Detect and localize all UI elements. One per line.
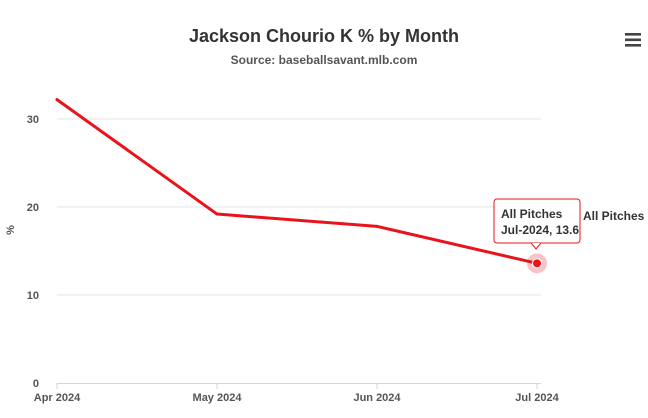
tooltip-value: Jul-2024, 13.6	[501, 223, 579, 237]
y-tick-label: 20	[27, 202, 39, 214]
menu-bar-middle	[625, 38, 641, 42]
data-point[interactable]	[215, 212, 219, 216]
data-point[interactable]	[375, 224, 379, 228]
series-line	[55, 98, 539, 265]
menu-bar-bottom	[625, 44, 641, 47]
chart-menu-button[interactable]	[620, 28, 646, 52]
axes: 0 10 20 30 Apr 2024 May 2024 Jun 2024 Jul 2024	[27, 114, 560, 404]
y-axis-label: %	[5, 225, 17, 235]
tooltip-pointer	[530, 242, 542, 250]
legend-item-label[interactable]: All Pitches	[583, 209, 645, 223]
tooltip: All Pitches Jul-2024, 13.6	[493, 198, 581, 250]
x-tick-label: May 2024	[193, 392, 243, 404]
tooltip-series-name: All Pitches	[501, 207, 563, 221]
menu-bar-top	[625, 33, 641, 36]
x-tick-label: Jun 2024	[353, 392, 401, 404]
y-tick-label: 0	[33, 378, 39, 390]
x-tick-label: Apr 2024	[34, 392, 81, 404]
hovered-data-point[interactable]	[532, 258, 542, 269]
chart-title: Jackson Chourio K % by Month	[189, 26, 459, 46]
y-tick-label: 10	[27, 290, 39, 302]
y-tick-label: 30	[27, 114, 39, 126]
data-point[interactable]	[55, 98, 59, 102]
x-tick-label: Jul 2024	[515, 392, 559, 404]
grid-lines	[57, 118, 541, 296]
hamburger-menu-icon[interactable]	[625, 33, 641, 47]
series-layer	[55, 98, 547, 274]
chart-subtitle: Source: baseballsavant.mlb.com	[231, 53, 418, 67]
